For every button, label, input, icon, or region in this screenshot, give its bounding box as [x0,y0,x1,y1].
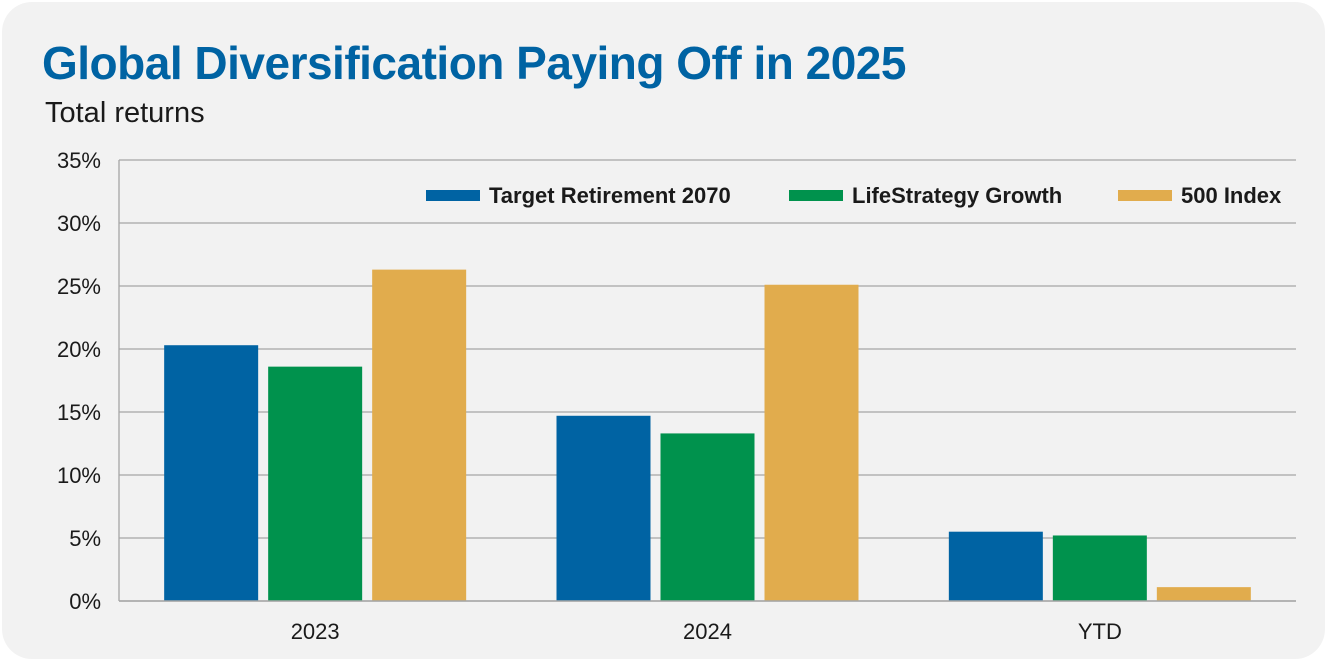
bar [948,531,1043,601]
bar [1156,587,1251,601]
y-tick-label: 5% [69,526,101,551]
legend-label: Target Retirement 2070 [489,183,731,208]
chart-subtitle: Total returns [45,97,205,129]
bar [556,415,651,601]
x-tick-label: 2023 [291,619,340,644]
y-tick-label: 15% [57,400,101,425]
y-tick-label: 0% [69,589,101,614]
y-tick-label: 30% [57,211,101,236]
y-tick-label: 20% [57,337,101,362]
legend-swatch [1118,190,1172,201]
legend-swatch [426,190,480,201]
x-tick-label: YTD [1078,619,1122,644]
x-axis: 2023 2024 YTD [119,600,1296,644]
legend-label: LifeStrategy Growth [852,183,1062,208]
bar [164,345,259,601]
bar [1052,535,1147,601]
bars [164,269,1251,601]
bar [660,433,755,601]
legend-swatch [789,190,843,201]
y-tick-label: 35% [57,148,101,173]
bar [268,366,363,601]
bar [764,284,859,601]
y-tick-label: 10% [57,463,101,488]
legend: Target Retirement 2070 LifeStrategy Growt… [426,183,1282,208]
chart-title: Global Diversification Paying Off in 202… [42,37,906,89]
legend-label: 500 Index [1181,183,1282,208]
x-tick-label: 2024 [683,619,732,644]
bar [372,269,467,601]
y-tick-label: 25% [57,274,101,299]
y-axis: 0% 5% 10% 15% 20% 25% 30% 35% [57,148,120,614]
